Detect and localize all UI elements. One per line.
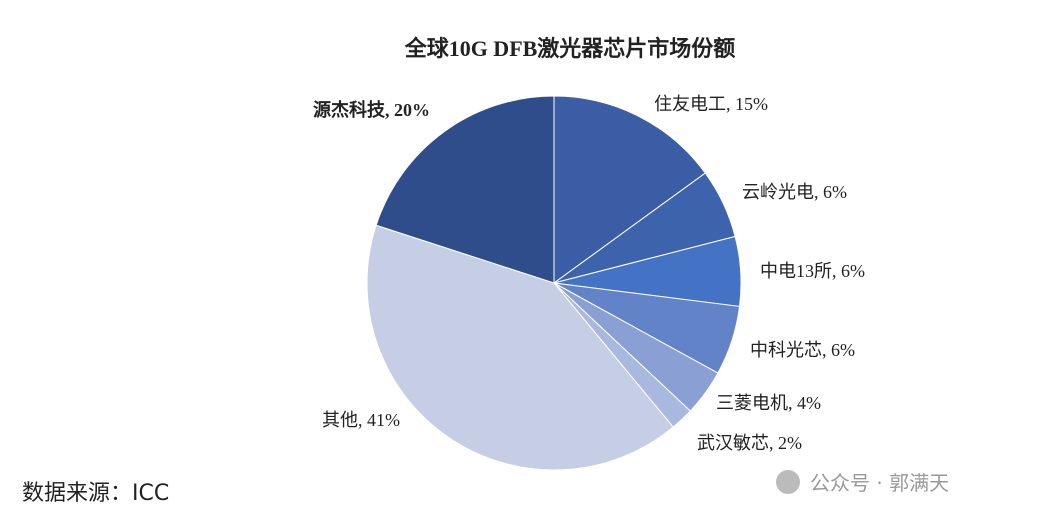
source: 数据来源：ICC bbox=[22, 481, 169, 506]
pie-slice bbox=[366, 224, 674, 471]
data-label: 源杰科技, 20% bbox=[313, 99, 430, 120]
pie-slice bbox=[375, 95, 555, 284]
data-label: 中电13所, 6% bbox=[760, 261, 865, 281]
data-label: 中科光芯, 6% bbox=[750, 340, 855, 360]
watermark: 公众号 · 郭满天 bbox=[810, 471, 949, 495]
watermark-icon bbox=[776, 470, 800, 494]
data-label: 云岭光电, 6% bbox=[742, 182, 847, 202]
data-label: 其他, 41% bbox=[322, 410, 400, 430]
data-label: 住友电工, 15% bbox=[654, 94, 768, 114]
chart-title: 全球10G DFB激光器芯片市场份额 bbox=[404, 36, 736, 61]
data-label: 三菱电机, 4% bbox=[716, 393, 821, 413]
data-label: 武汉敏芯, 2% bbox=[697, 433, 802, 453]
pie-slice bbox=[553, 95, 706, 284]
